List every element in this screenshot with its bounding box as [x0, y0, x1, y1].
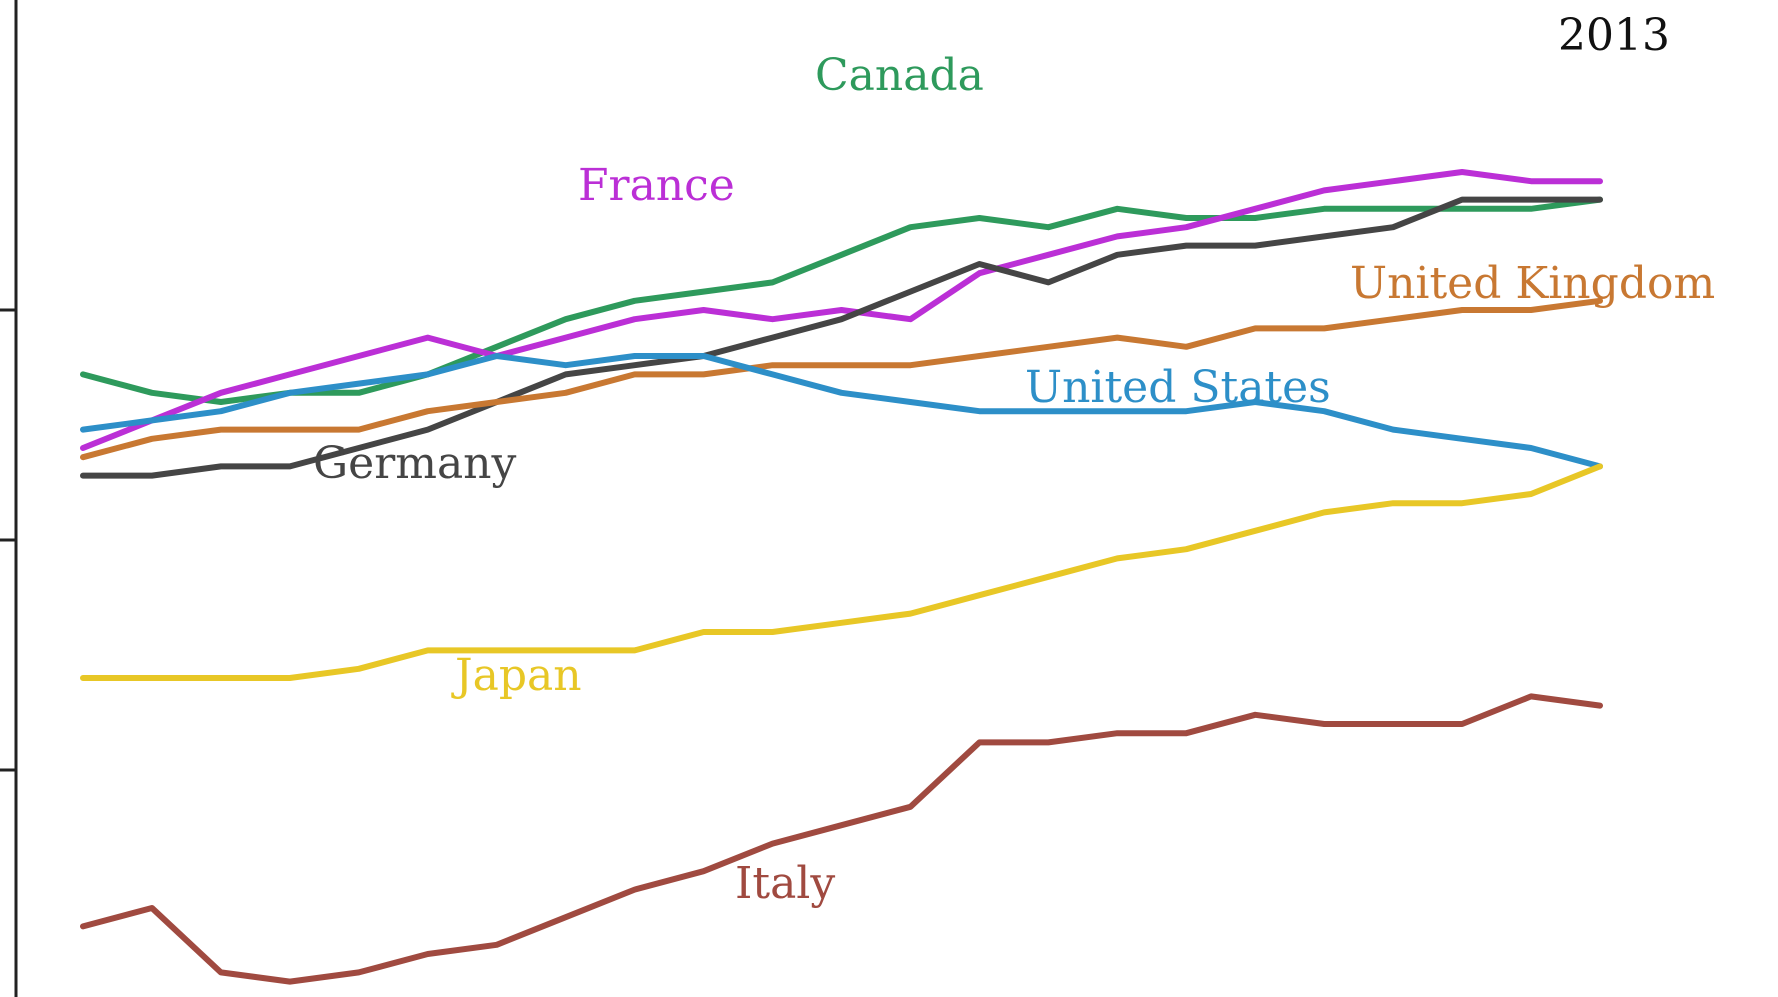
series-line-japan — [80, 463, 1603, 681]
series-line-united-kingdom — [80, 297, 1603, 461]
series-line-italy — [80, 693, 1603, 985]
label-united-states: United States — [1025, 362, 1331, 413]
label-united-kingdom: United Kingdom — [1350, 258, 1715, 309]
series-labels: Canada France Germany United Kingdom United … — [313, 50, 1715, 909]
series-lines — [80, 169, 1603, 985]
series-line-united-states — [80, 353, 1603, 470]
label-japan: Japan — [451, 650, 582, 701]
y-axis-group — [0, 0, 18, 997]
series-line-canada — [80, 196, 1603, 405]
label-germany: Germany — [313, 438, 517, 489]
label-italy: Italy — [735, 858, 835, 909]
series-line-germany — [80, 196, 1603, 479]
series-line-france — [80, 169, 1603, 451]
end-year-label: 2013 — [1558, 10, 1670, 61]
label-canada: Canada — [815, 50, 984, 101]
label-france: France — [578, 160, 735, 211]
